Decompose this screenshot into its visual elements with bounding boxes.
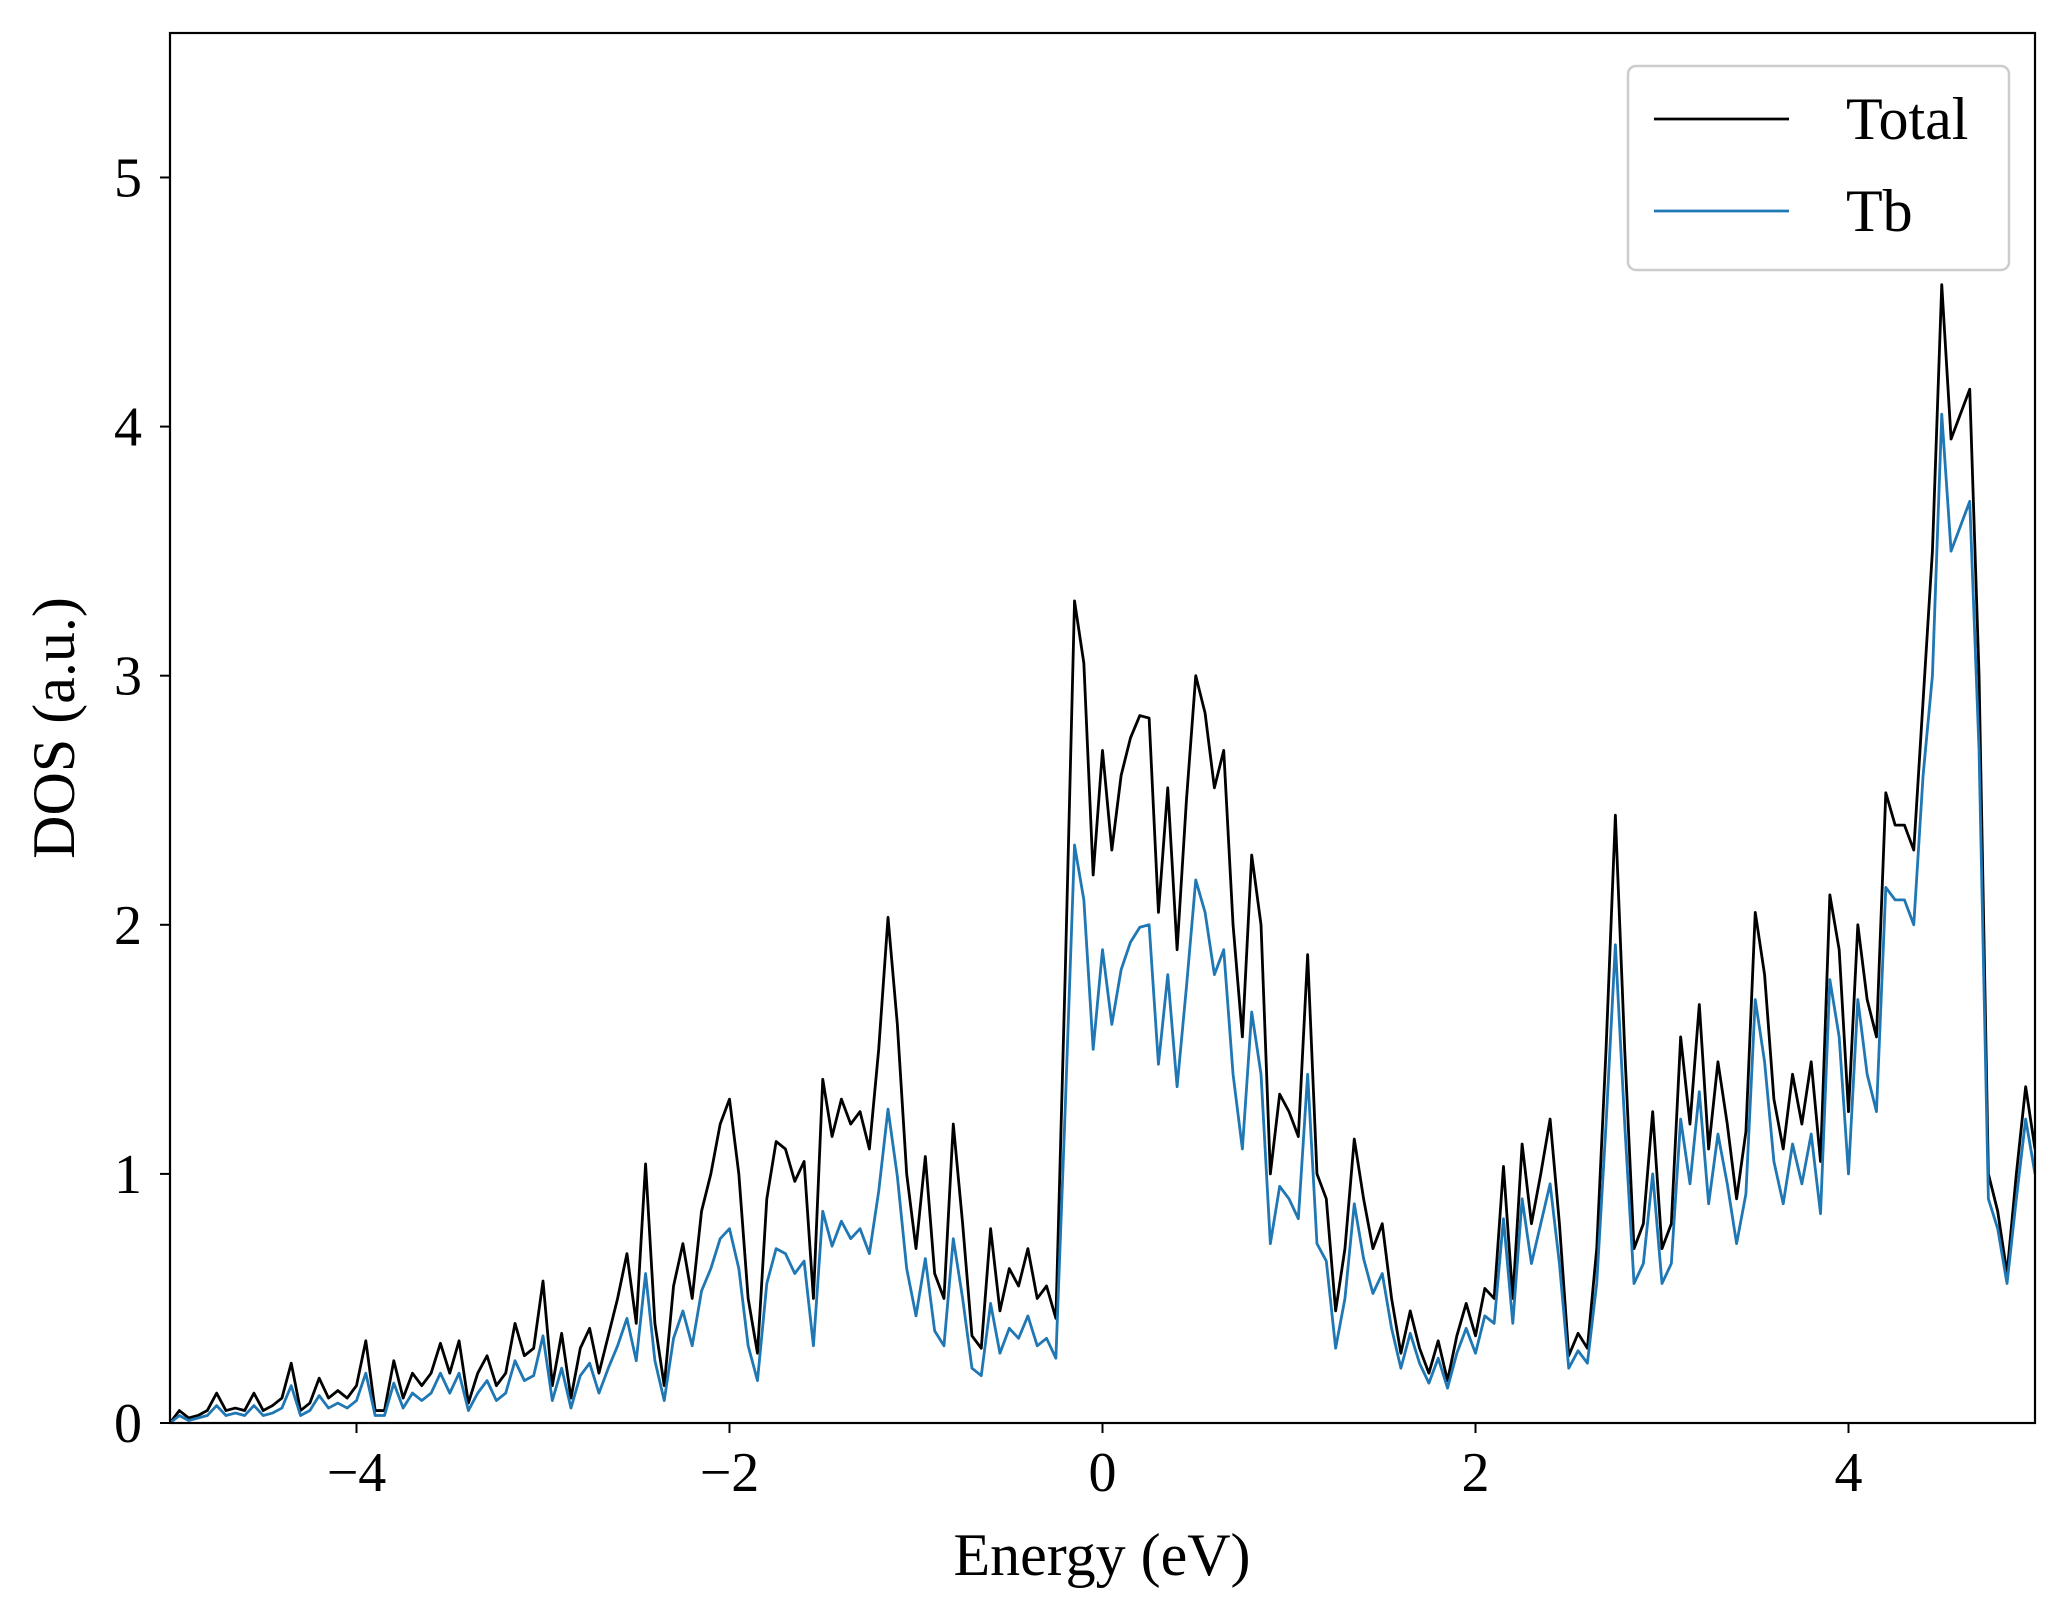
- y-axis-label: DOS (a.u.): [21, 597, 87, 859]
- series-line: [170, 412, 2035, 1423]
- y-tick-label: 3: [114, 646, 142, 708]
- x-tick-label: 4: [1835, 1442, 1863, 1504]
- x-tick-label: 2: [1462, 1442, 1490, 1504]
- y-tick-label: 4: [114, 397, 142, 459]
- x-tick-label: −4: [327, 1442, 387, 1504]
- x-tick-label: −2: [700, 1442, 760, 1504]
- legend-label: Total: [1846, 86, 1968, 152]
- y-tick-label: 2: [114, 895, 142, 957]
- legend-box: [1626, 64, 2011, 272]
- legend-label: Tb: [1846, 178, 1913, 244]
- x-axis-label: Energy (eV): [953, 1522, 1250, 1588]
- y-tick-label: 5: [114, 147, 142, 209]
- series-line: [170, 283, 2035, 1423]
- x-tick-label: 0: [1089, 1442, 1117, 1504]
- y-tick-label: 0: [114, 1393, 142, 1455]
- y-tick-label: 1: [114, 1144, 142, 1206]
